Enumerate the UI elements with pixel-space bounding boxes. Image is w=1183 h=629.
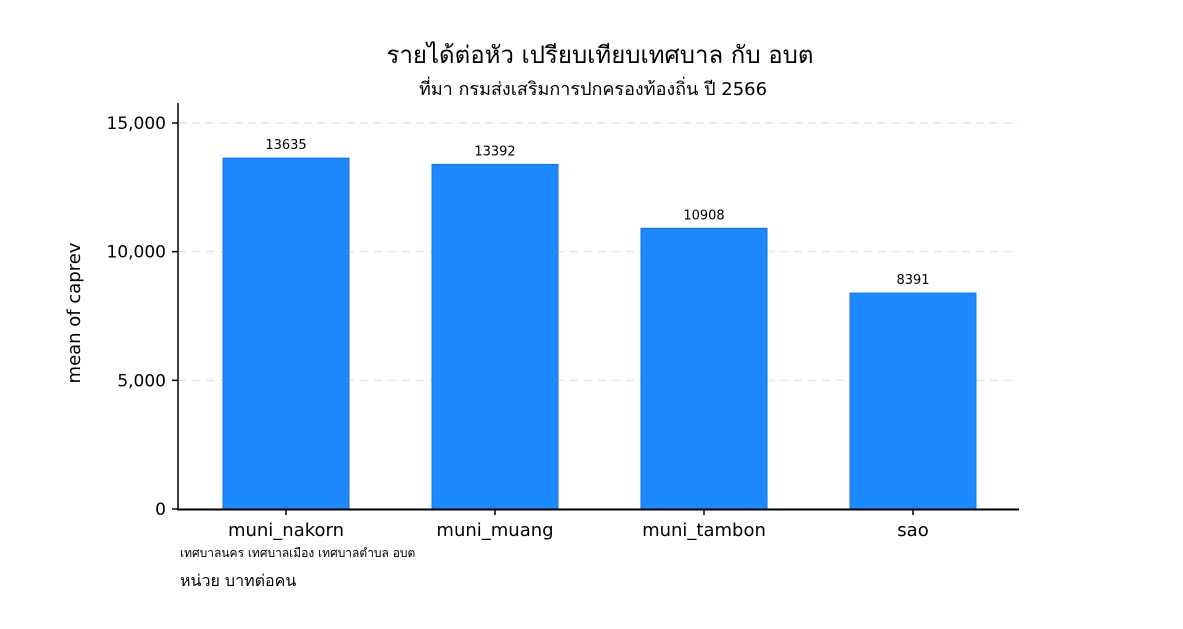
data-labels: 13635 13392 10908 8391 (265, 138, 929, 288)
x-tick-label: sao (897, 520, 928, 541)
bar-muni-tambon (640, 227, 768, 510)
chart-subtitle: ที่มา กรมส่งเสริมการปกครองท้องถิ่น ปี 25… (419, 76, 767, 100)
bars (222, 157, 977, 510)
y-tick-label: 10,000 (107, 243, 166, 263)
data-label: 13635 (265, 138, 306, 153)
data-label: 10908 (683, 208, 724, 223)
y-tick-label: 0 (155, 500, 166, 520)
data-label: 13392 (474, 144, 515, 159)
data-label: 8391 (896, 273, 929, 288)
bar-muni-muang (431, 163, 559, 510)
note-category-names: เทศบาลนคร เทศบาลเมือง เทศบาลตำบล อบต (180, 546, 415, 560)
x-tick-label: muni_nakorn (228, 520, 344, 541)
x-tick-label: muni_muang (436, 520, 553, 541)
y-axis-ticks: 0 5,000 10,000 15,000 (107, 114, 178, 520)
y-tick-label: 5,000 (117, 371, 166, 391)
note-unit: หน่วย บาทต่อคน (180, 571, 296, 590)
bar-sao (849, 292, 977, 510)
bar-muni-nakorn (222, 157, 350, 510)
x-tick-label: muni_tambon (642, 520, 766, 541)
x-axis-categories: muni_nakorn muni_muang muni_tambon sao (228, 509, 929, 541)
y-axis-label: mean of caprev (64, 242, 85, 383)
chart-title: รายได้ต่อหัว เปรียบเทียบเทศบาล กับ อบต (387, 41, 814, 69)
y-tick-label: 15,000 (107, 114, 166, 134)
